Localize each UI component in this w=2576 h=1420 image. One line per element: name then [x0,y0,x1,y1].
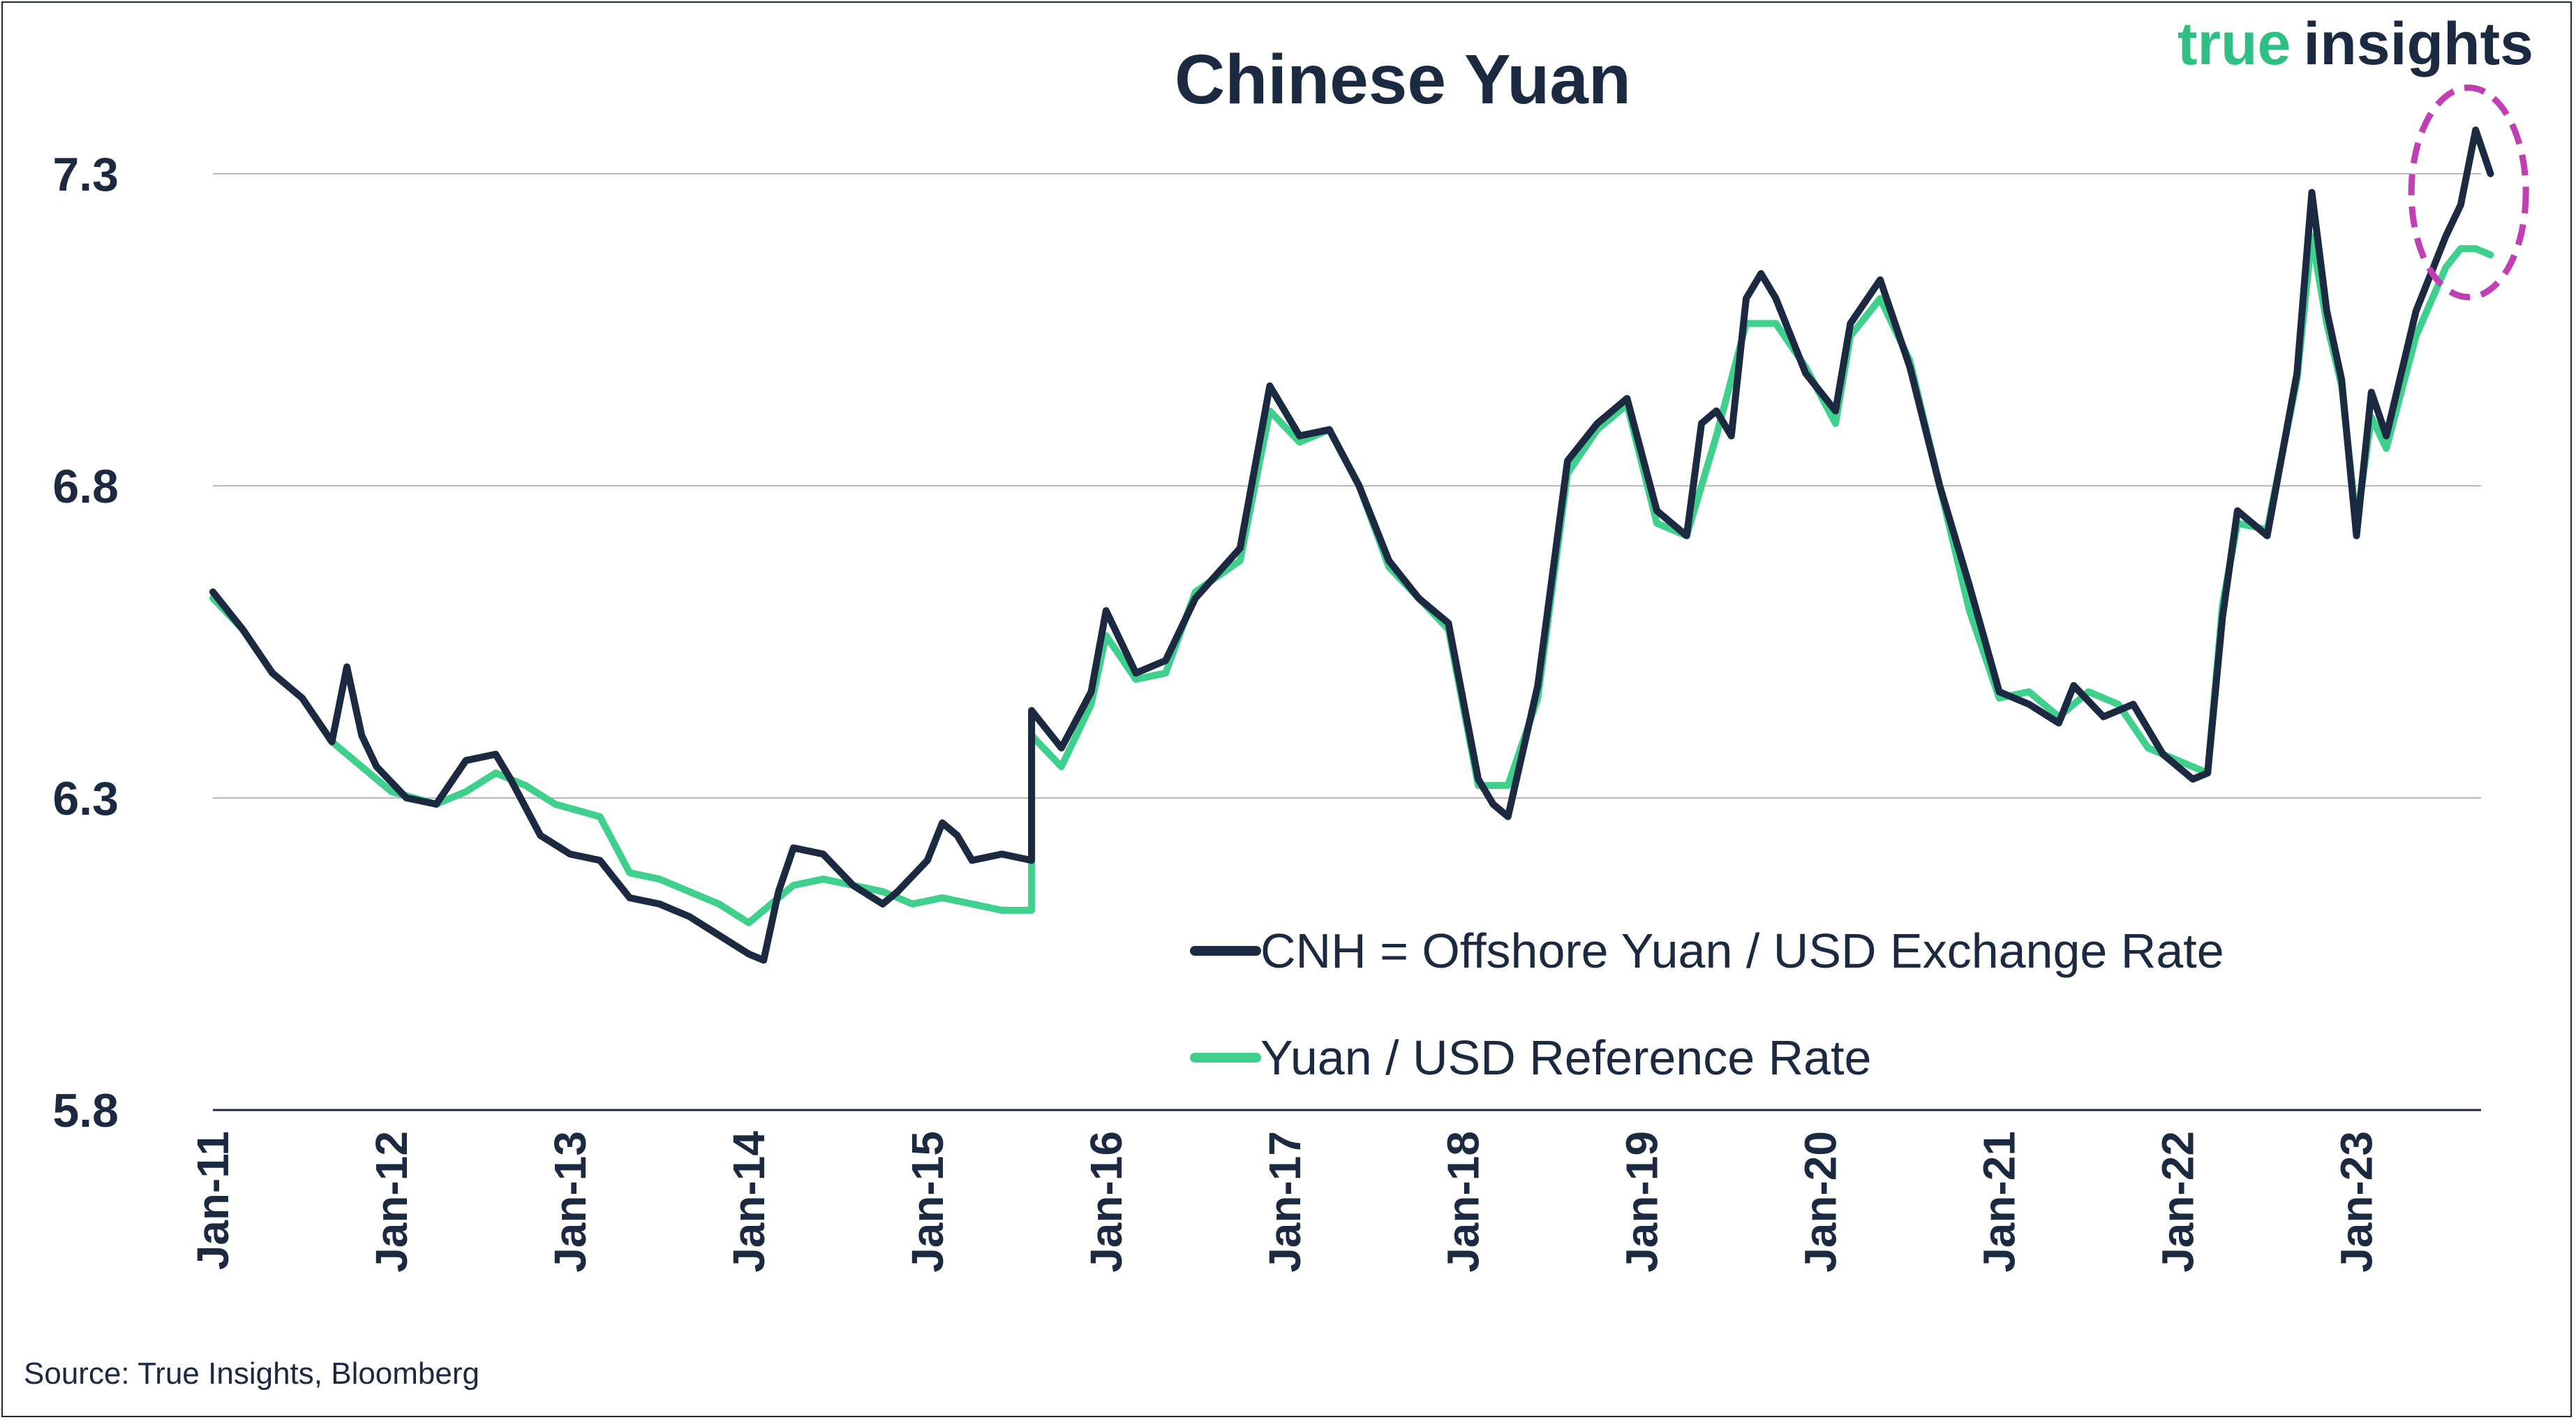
x-tick-label: Jan-17 [1260,1131,1310,1273]
brand-logo: true insights [2177,10,2533,77]
y-tick-label: 7.3 [52,148,119,201]
x-tick-label: Jan-21 [1974,1131,2025,1273]
legend: CNH = Offshore Yuan / USD Exchange Rate Y… [1190,924,2224,1085]
source-note: Source: True Insights, Bloomberg [24,1356,479,1391]
x-tick-label: Jan-18 [1438,1131,1489,1273]
x-tick-labels: Jan-11 Jan-12 Jan-13 Jan-14 Jan-15 Jan-16 Jan-… [188,1131,2382,1273]
y-tick-label: 5.8 [52,1084,119,1137]
x-tick-label: Jan-11 [188,1131,238,1270]
chart-title: Chinese Yuan [1175,40,1631,119]
x-tick-label: Jan-23 [2332,1131,2382,1273]
x-tick-label: Jan-19 [1617,1131,1667,1273]
x-tick-label: Jan-12 [366,1131,417,1273]
legend-label: CNH = Offshore Yuan / USD Exchange Rate [1260,924,2224,978]
y-tick-label: 6.3 [52,772,119,825]
x-tick-label: Jan-16 [1081,1131,1131,1273]
brand-word-true: true [2177,10,2291,77]
series-lines [209,126,2494,964]
annotations [2408,84,2529,301]
legend-label: Yuan / USD Reference Rate [1260,1030,1871,1085]
x-tick-label: Jan-22 [2153,1131,2203,1273]
brand-word-insights: insights [2303,10,2533,77]
series-line-reference [209,232,2494,926]
x-tick-label: Jan-14 [724,1131,774,1273]
x-tick-label: Jan-20 [1796,1131,1846,1273]
x-tick-label: Jan-15 [902,1131,953,1273]
y-tick-labels: 5.8 6.3 6.8 7.3 [52,148,119,1137]
x-tick-label: Jan-13 [545,1131,595,1273]
highlight-ellipse [2408,84,2529,301]
grid-lines [213,172,2481,799]
series-line-cnh [209,126,2494,964]
y-tick-label: 6.8 [52,460,119,513]
